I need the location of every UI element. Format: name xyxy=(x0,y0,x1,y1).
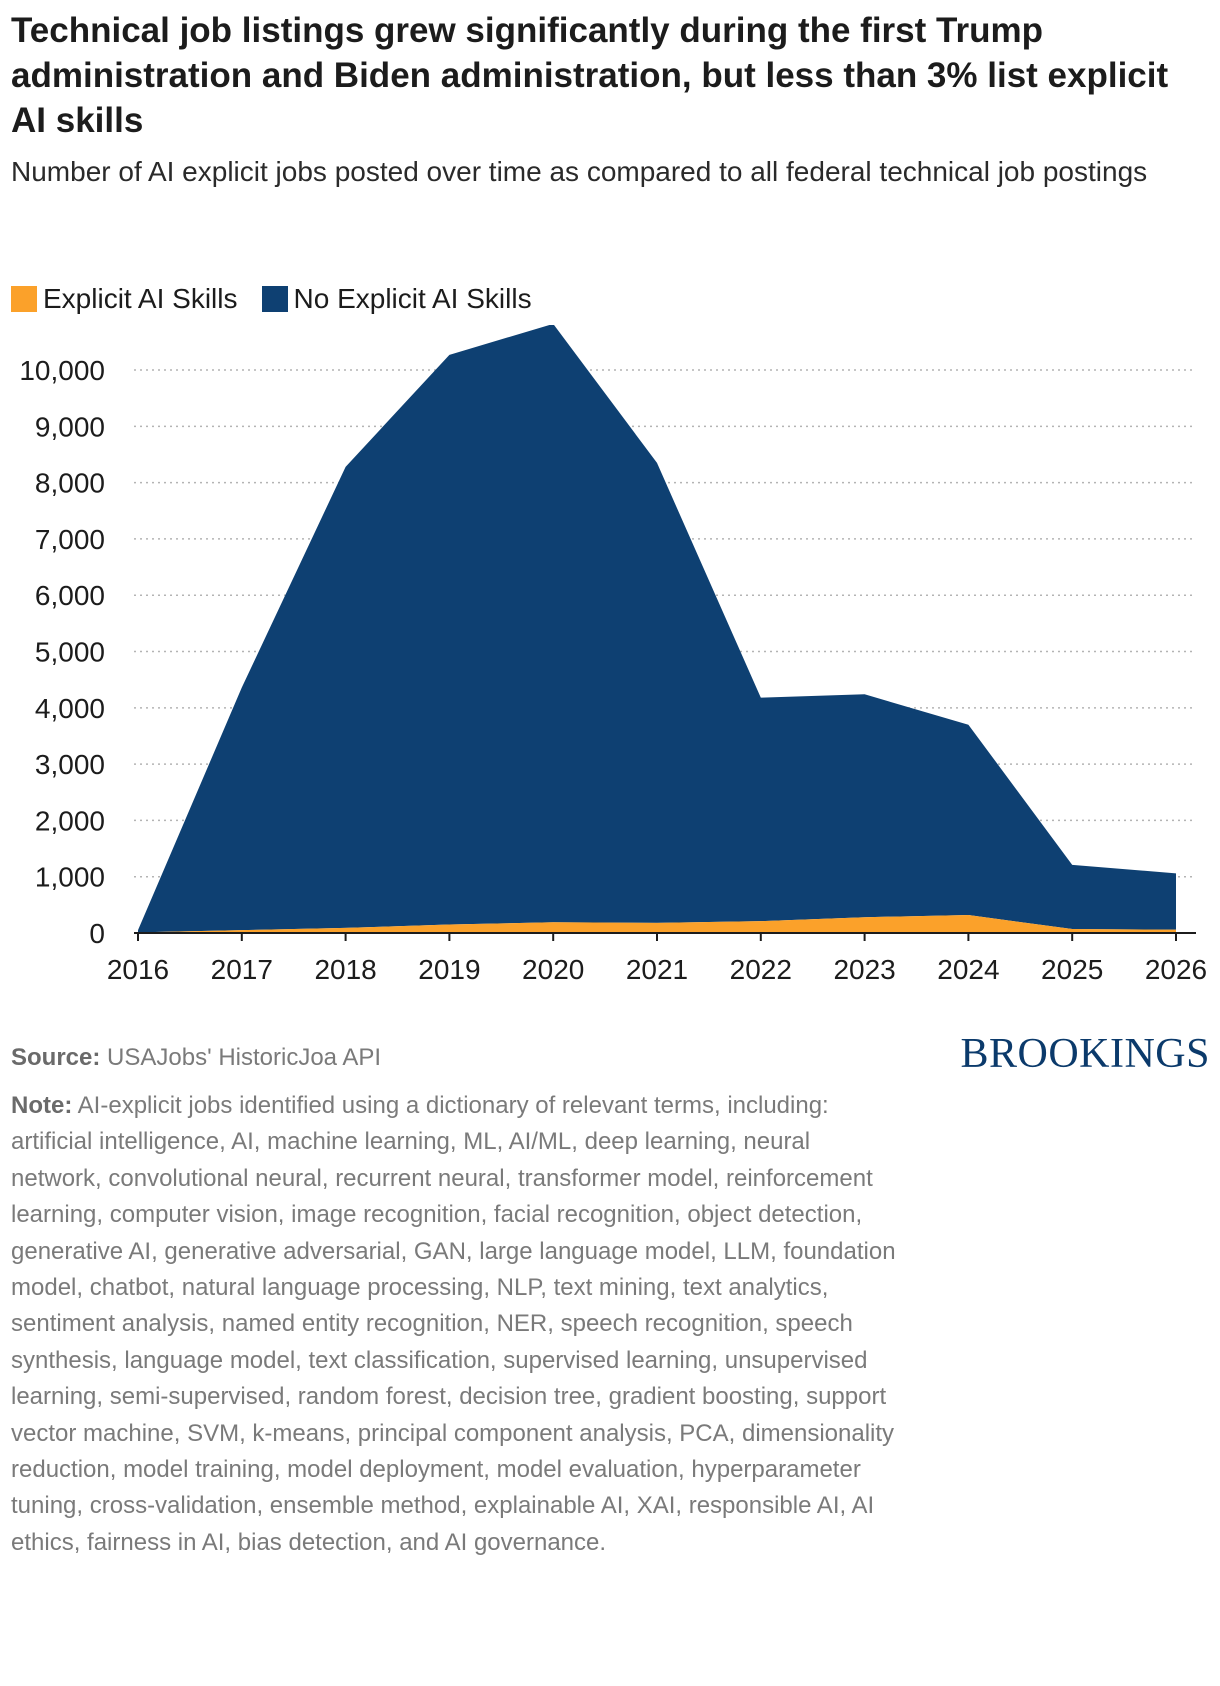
legend-swatch-no-explicit xyxy=(261,286,288,312)
y-tick-label: 1,000 xyxy=(35,862,105,893)
source-line: Source: USAJobs' HistoricJoa API xyxy=(11,1041,381,1075)
y-tick-label: 9,000 xyxy=(35,411,105,442)
y-tick-label: 0 xyxy=(89,918,105,949)
y-tick-label: 2,000 xyxy=(35,805,105,836)
legend-item-explicit: Explicit AI Skills xyxy=(11,283,238,315)
tick-labels: 0 1,000 2,000 3,000 4,000 5,000 6,000 7,000 8,00… xyxy=(19,355,1207,985)
axes xyxy=(134,932,1196,941)
x-tick-label: 2019 xyxy=(418,954,480,985)
legend-item-no-explicit: No Explicit AI Skills xyxy=(261,283,532,315)
y-tick-label: 8,000 xyxy=(35,468,105,499)
x-tick-label: 2023 xyxy=(833,954,895,985)
legend-label-explicit: Explicit AI Skills xyxy=(43,283,238,314)
x-tick-label: 2016 xyxy=(107,954,169,985)
area-explicit-ai xyxy=(138,914,1176,933)
y-tick-label: 6,000 xyxy=(35,580,105,611)
x-tick-label: 2018 xyxy=(314,954,376,985)
legend: Explicit AI Skills No Explicit AI Skills xyxy=(11,281,556,317)
y-tick-label: 3,000 xyxy=(35,749,105,780)
y-tick-label: 7,000 xyxy=(35,524,105,555)
legend-swatch-explicit xyxy=(11,286,37,312)
chart-title: Technical job listings grew significantl… xyxy=(11,11,1169,140)
area-no-explicit-ai xyxy=(138,325,1176,933)
x-tick-label: 2017 xyxy=(211,954,273,985)
source-text: USAJobs' HistoricJoa API xyxy=(107,1044,382,1071)
note-text: AI-explicit jobs identified using a dict… xyxy=(11,1092,896,1556)
source-label: Source: xyxy=(11,1044,101,1071)
x-tick-label: 2021 xyxy=(626,954,688,985)
brookings-logo: BROOKINGS xyxy=(960,1031,1210,1077)
y-tick-label: 10,000 xyxy=(19,355,105,386)
note-label: Note: xyxy=(11,1092,73,1119)
note-block: Note: AI-explicit jobs identified using … xyxy=(11,1088,901,1561)
x-tick-label: 2025 xyxy=(1041,954,1103,985)
y-tick-label: 5,000 xyxy=(35,637,105,668)
area-layer xyxy=(138,325,1176,933)
x-tick-label: 2020 xyxy=(522,954,584,985)
y-tick-label: 4,000 xyxy=(35,693,105,724)
area-chart: 0 1,000 2,000 3,000 4,000 5,000 6,000 7,000 8,00… xyxy=(19,325,1207,985)
x-tick-label: 2024 xyxy=(937,954,999,985)
x-tick-label: 2022 xyxy=(730,954,792,985)
x-tick-label: 2026 xyxy=(1145,954,1207,985)
chart-subtitle: Number of AI explicit jobs posted over t… xyxy=(11,156,1148,187)
legend-label-no-explicit: No Explicit AI Skills xyxy=(293,283,532,314)
